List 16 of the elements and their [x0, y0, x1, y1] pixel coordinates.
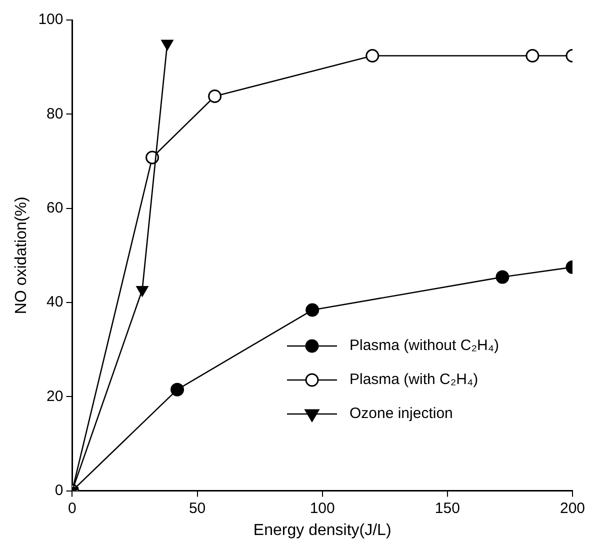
y-tick-label: 40 — [46, 294, 64, 311]
x-axis-title: Energy density(J/L) — [253, 522, 392, 539]
x-tick-label: 200 — [560, 500, 585, 517]
y-tick-label: 80 — [46, 105, 64, 122]
x-tick-label: 150 — [434, 500, 460, 517]
legend-label: Plasma (without C₂H₄) — [349, 336, 499, 356]
y-tick-label: 60 — [46, 199, 64, 216]
x-tick-label: 0 — [68, 500, 76, 517]
legend-label: Plasma (with C₂H₄) — [349, 370, 478, 390]
y-tick-label: 0 — [54, 482, 64, 499]
y-tick-label: 100 — [38, 11, 64, 28]
y-tick-label: 20 — [46, 388, 64, 405]
x-tick-label: 50 — [188, 500, 206, 517]
y-axis-title: NO oxidation(%) — [13, 196, 30, 314]
legend-label: Ozone injection — [349, 404, 453, 424]
x-tick-label: 100 — [310, 500, 335, 517]
